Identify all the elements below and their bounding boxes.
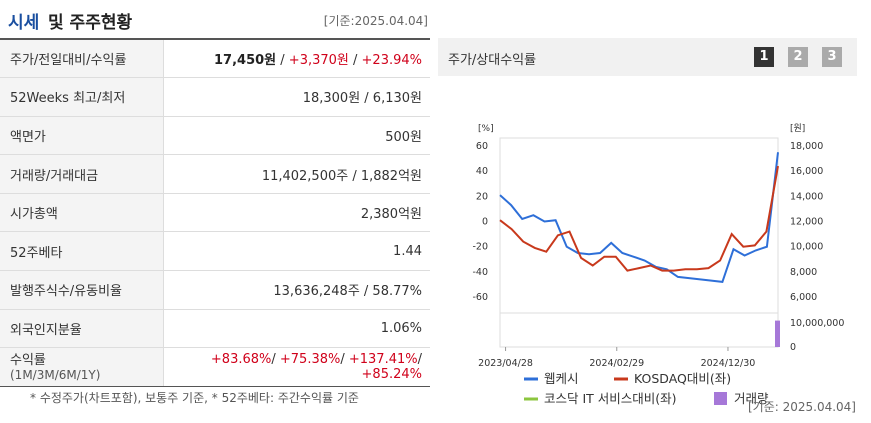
row-value: 2,380억원 xyxy=(163,193,430,233)
right-tick-label: 18,000 xyxy=(790,141,823,152)
table-row: 외국인지분율 1.06% xyxy=(0,309,430,349)
chart-header: 주가/상대수익률 1 2 3 xyxy=(438,38,857,76)
right-unit: [원] xyxy=(790,123,805,134)
row-label: 액면가 xyxy=(0,116,164,156)
returns-label: 수익률 xyxy=(10,352,46,368)
row-label: 외국인지분율 xyxy=(0,309,164,349)
page-button-2[interactable]: 2 xyxy=(788,47,808,67)
table-row: 거래량/거래대금 11,402,500주 / 1,882억원 xyxy=(0,154,430,194)
separator: / xyxy=(348,53,362,69)
base-date: [기준:2025.04.04] xyxy=(323,14,428,28)
return-6m: +137.41% xyxy=(348,352,418,368)
row-label: 52Weeks 최고/최저 xyxy=(0,77,164,117)
row-label: 발행주식수/유동비율 xyxy=(0,270,164,310)
left-tick-label: -20 xyxy=(472,242,488,253)
series-line-0 xyxy=(499,152,779,283)
chart-base-date: [기준: 2025.04.04] xyxy=(747,400,856,414)
row-label-returns: 수익률 (1M/3M/6M/1Y) xyxy=(0,347,164,387)
row-label: 거래량/거래대금 xyxy=(0,154,164,194)
price-change: +3,370원 xyxy=(288,53,349,69)
right-tick-label: 16,000 xyxy=(790,166,823,177)
row-value: 11,402,500주 / 1,882억원 xyxy=(163,154,430,194)
row-value: 500원 xyxy=(163,116,430,156)
section-header: 시세 및 주주현황 [기준:2025.04.04] xyxy=(0,0,432,38)
price-change-rate: +23.94% xyxy=(361,53,422,69)
returns-sublabel: (1M/3M/6M/1Y) xyxy=(10,367,101,382)
table-row: 52Weeks 최고/최저 18,300원 / 6,130원 xyxy=(0,77,430,117)
row-label: 주가/전일대비/수익률 xyxy=(0,39,164,79)
page-button-1[interactable]: 1 xyxy=(754,47,774,67)
left-tick-label: 40 xyxy=(476,166,488,177)
x-tick-label: 2023/04/28 xyxy=(478,358,533,369)
x-tick-label: 2024/02/29 xyxy=(589,358,644,369)
legend-label: 거래량 xyxy=(734,391,769,406)
row-value-price: 17,450원 / +3,370원 / +23.94% xyxy=(163,39,430,79)
separator: / xyxy=(417,352,422,368)
left-tick-label: 20 xyxy=(476,191,488,202)
left-tick-label: -40 xyxy=(472,267,488,278)
return-3m: +75.38% xyxy=(279,352,341,368)
legend-label: 코스닥 IT 서비스대비(좌) xyxy=(544,391,677,406)
row-label: 52주베타 xyxy=(0,231,164,272)
row-value: 18,300원 / 6,130원 xyxy=(163,77,430,117)
return-1y: +85.24% xyxy=(361,367,422,383)
left-tick-label: 0 xyxy=(482,217,488,228)
current-price: 17,450원 xyxy=(214,53,277,69)
table-row: 52주베타 1.44 xyxy=(0,231,430,272)
table-row: 수익률 (1M/3M/6M/1Y) +83.68%/ +75.38%/ +137… xyxy=(0,347,430,387)
table-row: 발행주식수/유동비율 13,636,248주 / 58.77% xyxy=(0,270,430,310)
page-button-3[interactable]: 3 xyxy=(822,47,842,67)
separator: / xyxy=(276,53,289,69)
price-info-table: 주가/전일대비/수익률 17,450원 / +3,370원 / +23.94% … xyxy=(0,38,430,387)
volume-tick-label: 0 xyxy=(790,342,796,353)
price-summary-section: 시세 및 주주현황 [기준:2025.04.04] 주가/전일대비/수익률 17… xyxy=(0,0,432,423)
left-tick-label: 60 xyxy=(476,141,488,152)
right-tick-label: 6,000 xyxy=(790,292,817,303)
plot-frame xyxy=(499,137,779,348)
chart-title: 주가/상대수익률 xyxy=(448,53,537,68)
legend-swatch xyxy=(714,392,727,405)
right-tick-label: 14,000 xyxy=(790,191,823,202)
x-tick-label: 2024/12/30 xyxy=(701,358,756,369)
row-label: 시가총액 xyxy=(0,193,164,233)
separator: / xyxy=(271,352,280,368)
left-unit: [%] xyxy=(478,124,494,134)
right-tick-label: 10,000 xyxy=(790,242,823,253)
right-tick-label: 12,000 xyxy=(790,217,823,228)
right-tick-label: 8,000 xyxy=(790,267,817,278)
volume-bar xyxy=(775,320,780,347)
series-line-1 xyxy=(499,165,779,272)
left-tick-label: -60 xyxy=(472,292,488,303)
legend-label: KOSDAQ대비(좌) xyxy=(634,371,731,386)
row-value-returns: +83.68%/ +75.38%/ +137.41%/ +85.24% xyxy=(163,347,430,387)
row-value: 1.06% xyxy=(163,309,430,349)
separator: / xyxy=(340,352,349,368)
legend-label: 웹케시 xyxy=(544,371,579,386)
row-value: 1.44 xyxy=(163,231,430,272)
row-value: 13,636,248주 / 58.77% xyxy=(163,270,430,310)
footnote: * 수정주가(차트포함), 보통주 기준, * 52주베타: 주간수익률 기준 xyxy=(30,391,359,405)
stock-chart: [%] 60 40 20 0 -20 -40 -60 [원] 18,000 16,000 14,00… xyxy=(472,123,844,406)
section-title-accent: 시세 xyxy=(8,13,40,33)
section-title: 및 주주현황 xyxy=(48,13,133,33)
table-row: 액면가 500원 xyxy=(0,116,430,156)
table-row: 시가총액 2,380억원 xyxy=(0,193,430,233)
return-1m: +83.68% xyxy=(210,352,272,368)
table-row: 주가/전일대비/수익률 17,450원 / +3,370원 / +23.94% xyxy=(0,39,430,79)
volume-tick-label: 10,000,000 xyxy=(790,318,844,329)
chart-panel: 주가/상대수익률 1 2 3 [%] 60 40 20 0 -20 -40 -60 [원] 18… xyxy=(438,38,868,423)
